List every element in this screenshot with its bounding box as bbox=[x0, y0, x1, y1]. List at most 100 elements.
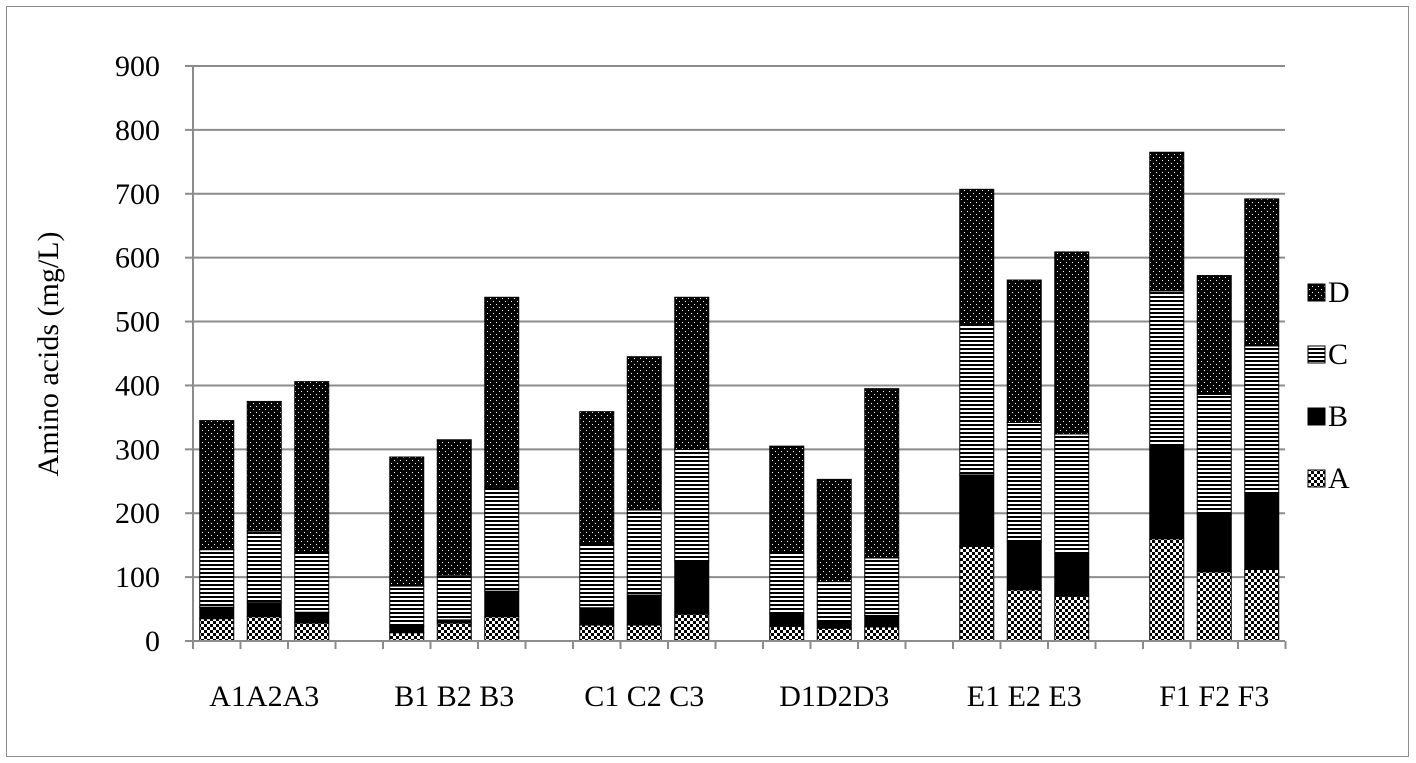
bar-E1-A bbox=[959, 545, 995, 642]
chart-frame bbox=[6, 6, 1409, 757]
bar-E2-A bbox=[1006, 589, 1042, 642]
bar-C3-A bbox=[674, 613, 710, 642]
bar-D3-B bbox=[864, 614, 900, 628]
bar-B3-C bbox=[484, 487, 520, 592]
axes bbox=[185, 65, 1287, 649]
x-category-label: B1 B2 B3 bbox=[394, 680, 514, 713]
bar-B3-D bbox=[484, 296, 520, 489]
gridlines bbox=[193, 65, 1285, 579]
bar-A1-D bbox=[199, 420, 235, 551]
legend-swatch-A bbox=[1307, 469, 1326, 488]
bar-A1-A bbox=[199, 618, 235, 642]
bar-E2-C bbox=[1006, 422, 1042, 543]
y-axis-title: Amino acids (mg/L) bbox=[32, 232, 65, 477]
legend-swatch-C bbox=[1307, 345, 1326, 364]
bar-B1-A bbox=[389, 632, 425, 642]
bar-F2-C bbox=[1196, 393, 1232, 515]
bar-E1-D bbox=[959, 188, 995, 326]
legend-label-A: A bbox=[1328, 462, 1350, 495]
legend-swatch-D bbox=[1307, 283, 1326, 302]
bar-D3-A bbox=[864, 626, 900, 642]
bar-A3-C bbox=[294, 552, 330, 613]
bar-C2-D bbox=[626, 356, 662, 511]
y-tick-label: 300 bbox=[115, 433, 160, 466]
bar-E3-B bbox=[1054, 552, 1090, 597]
bar-E3-D bbox=[1054, 251, 1090, 435]
bar-A3-B bbox=[294, 611, 330, 624]
bar-F1-B bbox=[1149, 445, 1185, 540]
bar-A2-A bbox=[246, 616, 282, 642]
bar-B1-B bbox=[389, 625, 425, 634]
category-labels: A1A2A3 B1 B2 B3 C1 C2 C3 D1D2D3 E1 E2 E3 F1 F… bbox=[209, 680, 1269, 713]
bar-A2-B bbox=[246, 602, 282, 618]
legend-label-D: D bbox=[1328, 276, 1350, 309]
y-tick-label: 200 bbox=[115, 497, 160, 530]
bar-D2-B bbox=[816, 621, 852, 629]
y-tick-label: 500 bbox=[115, 306, 160, 339]
bar-A3-A bbox=[294, 622, 330, 642]
bar-C2-C bbox=[626, 509, 662, 596]
x-category-label: F1 F2 F3 bbox=[1159, 680, 1269, 713]
bar-C3-D bbox=[674, 296, 710, 450]
legend-swatch-B bbox=[1307, 407, 1326, 426]
bar-D1-A bbox=[769, 625, 805, 642]
bar-F3-D bbox=[1244, 198, 1280, 347]
bar-E2-B bbox=[1006, 541, 1042, 591]
bar-F3-B bbox=[1244, 492, 1280, 570]
y-tick-label: 600 bbox=[115, 242, 160, 275]
bar-C1-C bbox=[579, 543, 615, 609]
bar-A1-B bbox=[199, 606, 235, 620]
bar-B3-B bbox=[484, 590, 520, 618]
bar-E3-C bbox=[1054, 433, 1090, 554]
bar-D1-B bbox=[769, 613, 805, 627]
bar-C2-B bbox=[626, 594, 662, 626]
bar-A3-D bbox=[294, 381, 330, 554]
bar-D2-C bbox=[816, 581, 852, 623]
bars bbox=[199, 151, 1280, 642]
bar-C2-A bbox=[626, 624, 662, 642]
legend-label-C: C bbox=[1328, 338, 1348, 371]
bar-F2-A bbox=[1196, 571, 1232, 642]
bar-D1-C bbox=[769, 552, 805, 615]
bar-C3-B bbox=[674, 560, 710, 615]
y-tick-label: 900 bbox=[115, 50, 160, 83]
x-category-label: E1 E2 E3 bbox=[967, 680, 1082, 713]
bar-F3-A bbox=[1244, 568, 1280, 642]
bar-D2-D bbox=[816, 478, 852, 583]
bar-E3-A bbox=[1054, 595, 1090, 642]
bar-C1-D bbox=[579, 411, 615, 545]
bar-F3-C bbox=[1244, 345, 1280, 494]
y-tick-label: 400 bbox=[115, 369, 160, 402]
bar-F1-D bbox=[1149, 151, 1185, 292]
bar-D3-D bbox=[864, 388, 900, 559]
bar-C3-C bbox=[674, 448, 710, 562]
y-tick-label: 0 bbox=[145, 625, 160, 658]
bar-D1-D bbox=[769, 445, 805, 554]
bar-A1-C bbox=[199, 549, 235, 608]
bar-A2-C bbox=[246, 530, 282, 604]
bar-D2-A bbox=[816, 627, 852, 642]
legend-label-B: B bbox=[1328, 400, 1348, 433]
bar-E2-D bbox=[1006, 279, 1042, 423]
x-category-label: C1 C2 C3 bbox=[584, 680, 704, 713]
bar-F2-D bbox=[1196, 275, 1232, 395]
bar-C1-B bbox=[579, 607, 615, 626]
bar-E1-B bbox=[959, 474, 995, 547]
bar-B2-C bbox=[436, 574, 472, 621]
bar-B3-A bbox=[484, 616, 520, 642]
y-tick-label: 800 bbox=[115, 114, 160, 147]
bar-F1-A bbox=[1149, 538, 1185, 642]
bar-C1-A bbox=[579, 624, 615, 642]
bar-B1-C bbox=[389, 585, 425, 627]
bar-B2-D bbox=[436, 439, 472, 576]
x-category-label: D1D2D3 bbox=[779, 680, 889, 713]
bar-F2-B bbox=[1196, 514, 1232, 573]
bar-B1-D bbox=[389, 456, 425, 587]
bar-D3-C bbox=[864, 557, 900, 616]
bar-A2-D bbox=[246, 400, 282, 532]
bar-B2-A bbox=[436, 622, 472, 642]
x-category-label: A1A2A3 bbox=[209, 680, 319, 713]
y-tick-label: 100 bbox=[115, 561, 160, 594]
bar-F1-C bbox=[1149, 290, 1185, 447]
